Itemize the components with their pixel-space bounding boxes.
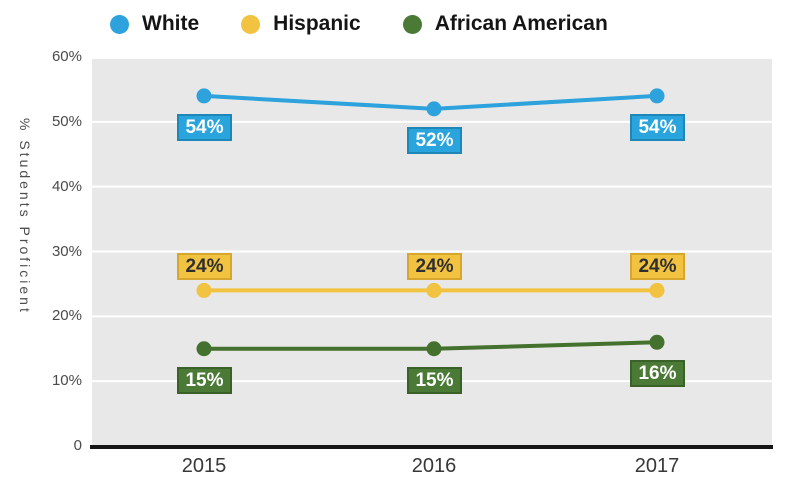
y-axis-title: % Students Proficient [17, 118, 33, 315]
plot-area: 54% 52% 54% 24% 24% 24% 15% 15% 16% [92, 57, 772, 446]
legend-item-hispanic: Hispanic [241, 12, 361, 36]
value-label-white-2017: 54% [630, 113, 685, 141]
legend-dot-icon [110, 14, 129, 34]
x-tick-label-2015: 2015 [181, 455, 227, 477]
value-label-african-american-2015: 15% [177, 366, 232, 394]
value-label-african-american-2016: 15% [407, 366, 462, 394]
y-tick-label-10pct: 10% [51, 372, 82, 390]
x-tick-label-2017: 2017 [634, 455, 680, 477]
value-label-white-2015: 54% [177, 113, 232, 141]
y-tick-label-0: 0 [73, 437, 82, 454]
x-axis-line [90, 445, 773, 449]
legend-dot-icon [402, 14, 422, 34]
legend-label: Hispanic [273, 12, 361, 35]
value-label-hispanic-2015: 24% [177, 253, 232, 281]
value-label-hispanic-2016: 24% [407, 253, 462, 281]
value-label-hispanic-2017: 24% [630, 253, 685, 281]
x-tick-label-2016: 2016 [411, 455, 457, 477]
y-tick-label-50pct: 50% [51, 112, 82, 130]
y-tick-label-40pct: 40% [51, 177, 82, 195]
value-label-african-american-2017: 16% [630, 360, 685, 388]
legend-label: African American [434, 12, 608, 35]
y-tick-label-30pct: 30% [51, 242, 82, 260]
chart-legend: White Hispanic African American [110, 12, 608, 36]
y-tick-label-20pct: 20% [51, 307, 82, 325]
legend-item-white: White [110, 12, 199, 36]
legend-dot-icon [241, 14, 261, 34]
value-label-white-2016: 52% [407, 126, 462, 154]
chart-canvas [92, 57, 772, 383]
y-tick-label-60pct: 60% [51, 48, 82, 65]
legend-item-african-american: African American [402, 12, 608, 36]
legend-label: White [142, 12, 200, 35]
